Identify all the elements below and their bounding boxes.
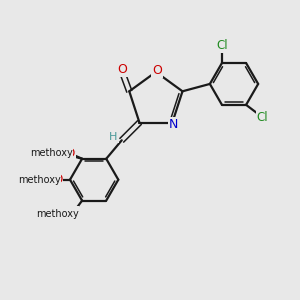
Text: Cl: Cl — [216, 39, 228, 52]
Text: methoxy: methoxy — [30, 149, 75, 159]
Text: methoxy: methoxy — [18, 175, 61, 185]
Text: O: O — [69, 207, 78, 220]
Text: O: O — [152, 64, 162, 77]
Text: methoxy: methoxy — [50, 154, 56, 155]
Text: O: O — [65, 147, 74, 160]
Text: O: O — [117, 63, 127, 76]
Text: N: N — [169, 118, 178, 130]
Text: methoxy: methoxy — [30, 148, 73, 158]
Text: O: O — [64, 149, 72, 159]
Text: Cl: Cl — [256, 111, 268, 124]
Text: methoxy: methoxy — [36, 209, 78, 219]
Text: O: O — [53, 173, 62, 186]
Text: H: H — [109, 132, 118, 142]
